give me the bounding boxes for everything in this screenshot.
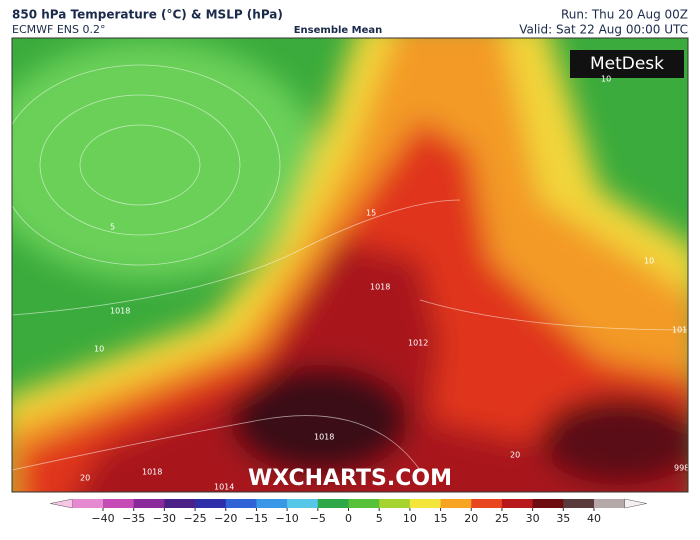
- colorbar-tick-label: −20: [214, 512, 237, 525]
- colorbar-tick-label: 5: [376, 512, 383, 525]
- colorbar-segment: [225, 499, 257, 508]
- run: Run: Thu 20 Aug 00Z: [561, 8, 688, 22]
- colorbar-segment: [471, 499, 503, 508]
- colorbar-tick-label: −10: [276, 512, 299, 525]
- valid: Valid: Sat 22 Aug 00:00 UTC: [519, 23, 688, 37]
- colorbar-tick-label: −30: [153, 512, 176, 525]
- contour-label: 15: [366, 209, 376, 218]
- contour-label: 1018: [370, 283, 390, 292]
- colorbar-segment: [594, 499, 626, 508]
- colorbar-segment: [103, 499, 135, 508]
- colorbar-segment: [348, 499, 380, 508]
- colorbar-tick-label: −15: [245, 512, 268, 525]
- colorbar-tick-label: −25: [183, 512, 206, 525]
- colorbar-segment: [164, 499, 196, 508]
- map-frame: [11, 37, 689, 493]
- contour-label: 20: [510, 451, 520, 460]
- colorbar-segment: [501, 499, 534, 508]
- colorbar-tick-label: 10: [403, 512, 417, 525]
- contour-label: 1018: [110, 307, 130, 316]
- model: ECMWF ENS 0.2°: [12, 23, 105, 36]
- contour-label: 5: [110, 223, 115, 232]
- colorbar-segment: [256, 499, 288, 508]
- colorbar: −40 −35 −30 −25 −20 −15 −10 −5 0 5 10 15 20 25 30 35 40: [50, 498, 647, 525]
- colorbar-segment: [317, 499, 349, 508]
- contour-label: 10: [644, 257, 654, 266]
- contour-label: 1018: [142, 468, 162, 477]
- colorbar-tick-label: −35: [122, 512, 145, 525]
- contour-label: 998: [674, 464, 689, 473]
- colorbar-segment: [287, 499, 319, 508]
- colorbar-segment: [195, 499, 227, 508]
- colorbar-tick-label: 15: [434, 512, 448, 525]
- colorbar-segment: [532, 499, 564, 508]
- colorbar-arrow: [624, 498, 647, 509]
- colorbar-tick-label: 35: [556, 512, 570, 525]
- title: 850 hPa Temperature (°C) & MSLP (hPa): [12, 8, 283, 22]
- product: Ensemble Mean: [294, 25, 383, 36]
- contour-label: 10: [94, 345, 104, 354]
- colorbar-segment: [563, 499, 595, 508]
- colorbar-segment: [133, 499, 165, 508]
- colorbar-segment: [72, 499, 104, 508]
- colorbar-arrow: [50, 498, 73, 509]
- logo-box: [570, 50, 684, 78]
- logo: MetDesk: [590, 54, 664, 74]
- colorbar-tick-label: 30: [526, 512, 540, 525]
- colorbar-tick-label: 40: [587, 512, 601, 525]
- colorbar-segment: [379, 499, 411, 508]
- colorbar-tick-label: 20: [464, 512, 478, 525]
- contour-label: 1016: [672, 326, 692, 335]
- colorbar-segment: [409, 499, 442, 508]
- colorbar-segment: [440, 499, 472, 508]
- watermark: WXCHARTS.COM: [248, 466, 452, 491]
- colorbar-tick-label: −40: [91, 512, 114, 525]
- contour-label: 1018: [314, 433, 334, 442]
- colorbar-tick-label: 25: [495, 512, 509, 525]
- colorbar-tick-label: −5: [310, 512, 326, 525]
- colorbar-tick-label: 0: [345, 512, 352, 525]
- contour-label: 20: [80, 474, 90, 483]
- map: MetDesk WXCHARTS.COM 10 5 15 10 1018 10 …: [12, 38, 692, 492]
- contour-label: 10: [601, 75, 611, 84]
- contour-label: 1012: [408, 339, 428, 348]
- contour-label: 1014: [214, 483, 234, 492]
